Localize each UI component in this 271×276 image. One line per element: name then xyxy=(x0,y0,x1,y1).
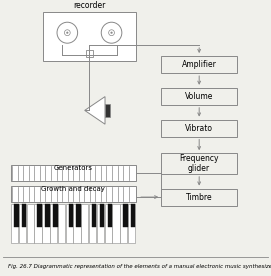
Bar xyxy=(69,204,73,227)
Bar xyxy=(161,120,237,137)
Bar xyxy=(58,204,65,243)
Text: Amplifier: Amplifier xyxy=(182,60,217,69)
Text: Vibrato: Vibrato xyxy=(185,124,213,132)
Bar xyxy=(42,204,50,243)
Text: Timbre: Timbre xyxy=(186,193,212,201)
Bar xyxy=(108,204,112,227)
Bar xyxy=(97,204,104,243)
Circle shape xyxy=(64,30,70,36)
Bar xyxy=(100,204,104,227)
Bar xyxy=(66,204,73,243)
Bar xyxy=(92,204,96,227)
Bar xyxy=(14,204,18,227)
Bar xyxy=(11,165,136,181)
Bar xyxy=(112,204,120,243)
Bar xyxy=(89,204,96,243)
Text: Magnetic tape
recorder: Magnetic tape recorder xyxy=(62,0,117,10)
Circle shape xyxy=(66,32,68,34)
Text: Fig. 26.7 Diagrammatic representation of the elements of a manual electronic mus: Fig. 26.7 Diagrammatic representation of… xyxy=(8,264,271,269)
Polygon shape xyxy=(85,97,105,124)
Bar xyxy=(81,204,88,243)
Text: Frequency
glider: Frequency glider xyxy=(179,154,219,173)
Bar xyxy=(120,204,127,243)
Bar xyxy=(161,153,237,174)
Circle shape xyxy=(57,22,78,43)
Bar xyxy=(11,204,18,243)
Bar xyxy=(73,204,81,243)
Bar xyxy=(45,204,50,227)
Circle shape xyxy=(111,32,112,34)
Bar xyxy=(53,204,57,227)
Bar xyxy=(22,204,26,227)
Bar xyxy=(161,88,237,105)
Text: Volume: Volume xyxy=(185,92,213,101)
Bar xyxy=(128,204,135,243)
Bar xyxy=(86,50,93,57)
Bar xyxy=(123,204,128,227)
Bar xyxy=(105,104,110,117)
Text: Growth and decay: Growth and decay xyxy=(41,186,105,192)
Bar xyxy=(37,204,42,227)
Circle shape xyxy=(101,22,122,43)
Bar xyxy=(161,189,237,206)
Bar xyxy=(34,204,42,243)
Bar xyxy=(161,56,237,73)
Bar xyxy=(11,186,136,202)
Bar xyxy=(76,204,81,227)
Bar xyxy=(50,204,57,243)
Bar xyxy=(131,204,136,227)
Bar xyxy=(43,12,136,61)
Bar xyxy=(27,204,34,243)
Bar xyxy=(19,204,26,243)
Circle shape xyxy=(109,30,114,36)
Text: Generators: Generators xyxy=(54,165,93,171)
Bar xyxy=(105,204,112,243)
